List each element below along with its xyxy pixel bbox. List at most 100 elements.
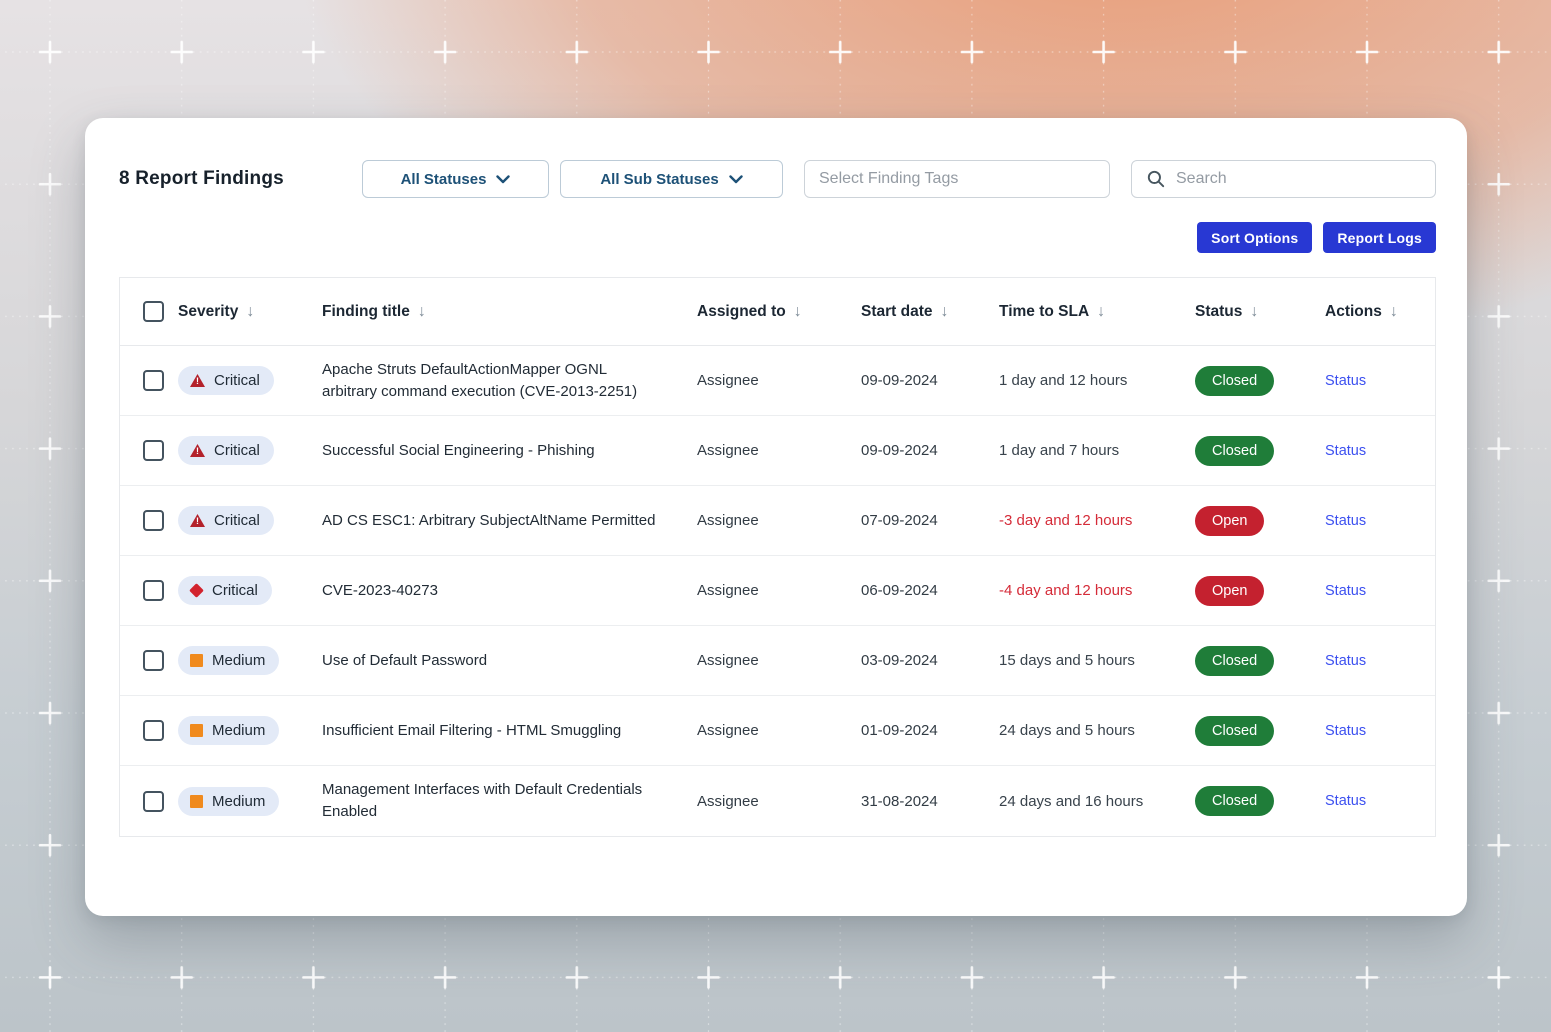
assigned-to: Assignee — [697, 722, 759, 739]
severity-badge: Critical — [178, 506, 274, 535]
start-date: 09-09-2024 — [861, 372, 938, 389]
sort-arrow-icon: ↓ — [246, 302, 255, 320]
status-badge: Open — [1195, 505, 1265, 536]
row-checkbox[interactable] — [143, 440, 164, 461]
assigned-to: Assignee — [697, 652, 759, 669]
row-checkbox[interactable] — [143, 650, 164, 671]
finding-title: AD CS ESC1: Arbitrary SubjectAltName Per… — [322, 511, 656, 529]
status-action-link[interactable]: Status — [1325, 652, 1367, 669]
status-action-link[interactable]: Status — [1325, 793, 1367, 809]
status-action-link[interactable]: Status — [1325, 372, 1367, 389]
column-header-status[interactable]: Status ↓ — [1195, 302, 1259, 320]
square-icon — [190, 794, 203, 808]
table-row: Critical CVE-2023-40273 Assignee 06-09-2… — [120, 556, 1435, 626]
square-icon — [190, 724, 203, 737]
start-date: 06-09-2024 — [861, 582, 938, 599]
time-to-sla: -4 day and 12 hours — [999, 582, 1133, 599]
start-date: 31-08-2024 — [861, 792, 938, 810]
sub-status-filter-label: All Sub Statuses — [600, 170, 719, 188]
row-checkbox[interactable] — [143, 510, 164, 531]
status-action-link[interactable]: Status — [1325, 582, 1367, 599]
status-badge: Open — [1195, 575, 1265, 606]
warning-triangle-icon — [190, 444, 205, 457]
column-header-start-date[interactable]: Start date ↓ — [861, 302, 949, 320]
severity-badge: Medium — [178, 646, 280, 675]
table-body: Critical Apache Struts DefaultActionMapp… — [120, 346, 1435, 836]
diamond-icon — [189, 583, 204, 598]
header-checkbox-cell — [120, 301, 178, 322]
severity-badge: Critical — [178, 576, 272, 605]
severity-label: Critical — [214, 442, 260, 459]
search-icon — [1146, 169, 1166, 189]
start-date: 07-09-2024 — [861, 512, 938, 529]
assigned-to: Assignee — [697, 792, 759, 810]
table-row: Critical Successful Social Engineering -… — [120, 416, 1435, 486]
status-filter-dropdown[interactable]: All Statuses — [362, 160, 549, 198]
severity-label: Critical — [212, 582, 258, 599]
status-badge: Closed — [1195, 435, 1275, 466]
column-header-time-to-sla[interactable]: Time to SLA ↓ — [999, 302, 1106, 320]
status-action-link[interactable]: Status — [1325, 722, 1367, 739]
row-checkbox[interactable] — [143, 580, 164, 601]
severity-badge: Critical — [178, 436, 274, 465]
status-badge: Closed — [1195, 645, 1275, 676]
search-input[interactable] — [1176, 170, 1421, 188]
time-to-sla: 1 day and 7 hours — [999, 442, 1120, 459]
table-row: Medium Use of Default Password Assignee … — [120, 626, 1435, 696]
column-header-actions[interactable]: Actions ↓ — [1325, 302, 1398, 320]
finding-title: CVE-2023-40273 — [322, 581, 438, 599]
table-row: Medium Insufficient Email Filtering - HT… — [120, 696, 1435, 766]
status-badge: Closed — [1195, 365, 1275, 396]
select-all-checkbox[interactable] — [143, 301, 164, 322]
finding-tags-input[interactable] — [819, 170, 1095, 188]
column-header-finding-title[interactable]: Finding title ↓ — [322, 302, 426, 320]
sort-arrow-icon: ↓ — [1389, 302, 1398, 320]
finding-title: Apache Struts DefaultActionMapper OGNL a… — [322, 360, 638, 400]
severity-badge: Critical — [178, 366, 274, 395]
row-checkbox[interactable] — [143, 720, 164, 741]
assigned-to: Assignee — [697, 582, 759, 599]
severity-label: Medium — [212, 652, 266, 669]
sort-arrow-icon: ↓ — [940, 302, 949, 320]
square-icon — [190, 654, 203, 667]
status-action-link[interactable]: Status — [1325, 442, 1367, 459]
chevron-down-icon — [728, 171, 743, 188]
assigned-to: Assignee — [697, 372, 759, 389]
start-date: 01-09-2024 — [861, 722, 938, 739]
row-checkbox[interactable] — [143, 370, 164, 391]
severity-label: Medium — [212, 722, 266, 739]
time-to-sla: 24 days and 5 hours — [999, 722, 1135, 739]
start-date: 09-09-2024 — [861, 442, 938, 459]
start-date: 03-09-2024 — [861, 652, 938, 669]
sort-options-button[interactable]: Sort Options — [1197, 222, 1313, 253]
warning-triangle-icon — [190, 514, 205, 527]
table-header-row: Severity ↓ Finding title ↓ Assigned to ↓… — [120, 278, 1435, 346]
search-input-wrapper — [1131, 160, 1436, 198]
table-row: Critical AD CS ESC1: Arbitrary SubjectAl… — [120, 486, 1435, 556]
row-checkbox[interactable] — [143, 790, 164, 812]
sort-arrow-icon: ↓ — [1250, 302, 1259, 320]
report-logs-button[interactable]: Report Logs — [1323, 222, 1436, 253]
page-title: 8 Report Findings — [119, 168, 284, 189]
table-row: Medium Management Interfaces with Defaul… — [120, 766, 1435, 836]
severity-label: Critical — [214, 372, 260, 389]
findings-table: Severity ↓ Finding title ↓ Assigned to ↓… — [119, 277, 1436, 837]
time-to-sla: 1 day and 12 hours — [999, 372, 1128, 389]
sub-status-filter-dropdown[interactable]: All Sub Statuses — [560, 160, 783, 198]
severity-label: Critical — [214, 512, 260, 529]
chevron-down-icon — [496, 171, 511, 188]
time-to-sla: 24 days and 16 hours — [999, 792, 1144, 810]
finding-title: Use of Default Password — [322, 651, 488, 669]
sort-arrow-icon: ↓ — [417, 302, 426, 320]
finding-tags-input-wrapper — [804, 160, 1110, 198]
time-to-sla: 15 days and 5 hours — [999, 652, 1135, 669]
column-header-severity[interactable]: Severity ↓ — [178, 302, 255, 320]
sort-arrow-icon: ↓ — [793, 302, 802, 320]
status-action-link[interactable]: Status — [1325, 512, 1367, 529]
severity-badge: Medium — [178, 716, 280, 745]
action-buttons-row: Sort Options Report Logs — [119, 222, 1436, 253]
severity-badge: Medium — [178, 786, 280, 816]
report-findings-card: 8 Report Findings All Statuses All Sub S… — [85, 118, 1467, 916]
column-header-assigned-to[interactable]: Assigned to ↓ — [697, 302, 802, 320]
finding-title: Insufficient Email Filtering - HTML Smug… — [322, 721, 622, 739]
